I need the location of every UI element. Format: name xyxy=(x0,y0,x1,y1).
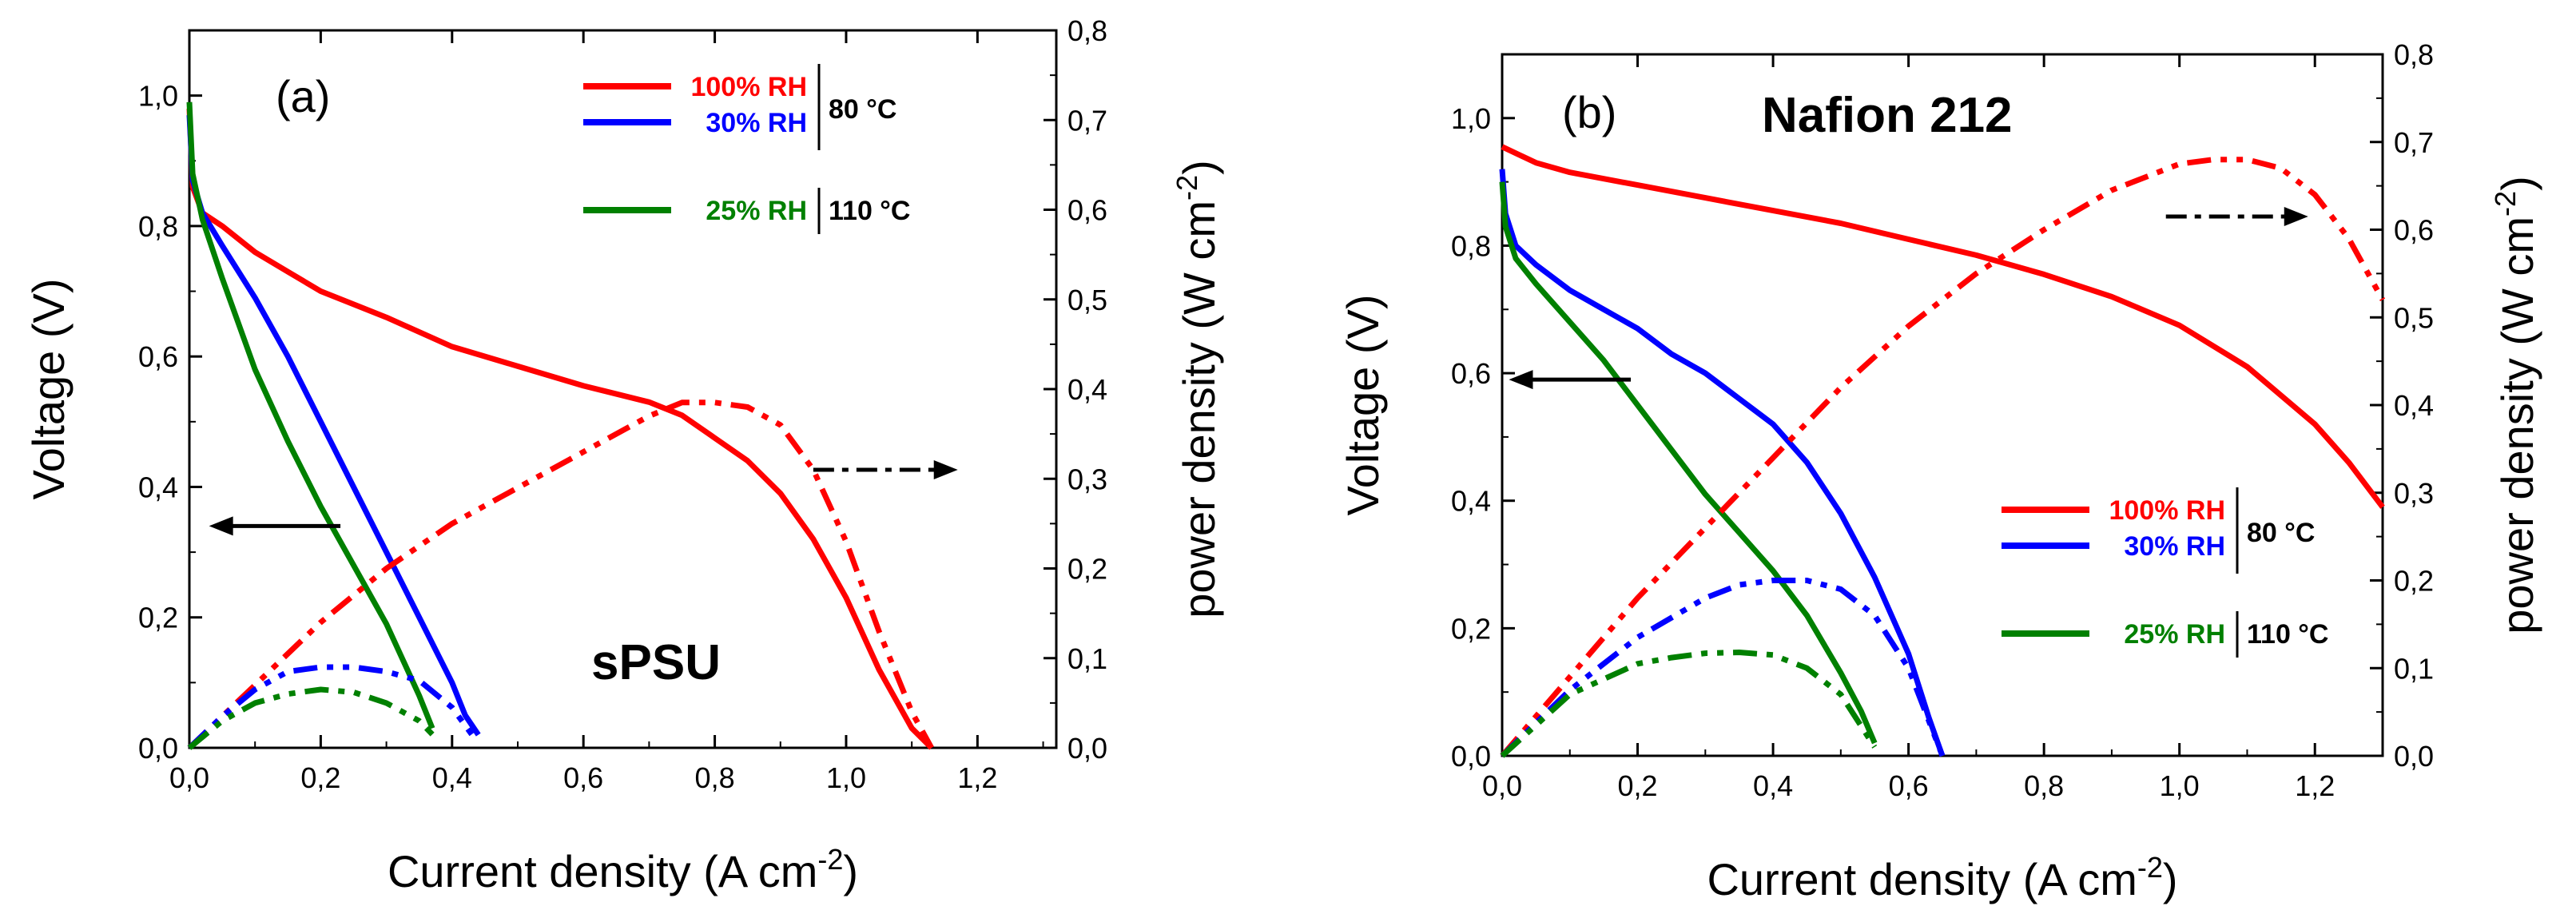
x-tick-label: 0,6 xyxy=(563,761,603,794)
y2-axis-label: power density (W cm-2) xyxy=(1171,160,1224,618)
legend-label: 25% RH xyxy=(2124,619,2225,650)
x-tick-label: 1,2 xyxy=(2295,769,2335,802)
legend-group-label: 80 °C xyxy=(2247,518,2315,548)
y-tick-label: 0,2 xyxy=(1451,612,1491,645)
y-axis-label: Voltage (V) xyxy=(1338,294,1388,515)
panel-label: (b) xyxy=(1562,87,1616,137)
power-curve-25rh xyxy=(1500,650,1878,758)
x-axis-label: Current density (A cm-2) xyxy=(388,843,858,896)
y2-tick-label: 0,7 xyxy=(2394,126,2434,159)
x-tick-label: 1,2 xyxy=(957,761,997,794)
x-tick-label: 1,0 xyxy=(2160,769,2200,802)
y2-tick-label: 0,6 xyxy=(1067,194,1107,227)
x-tick-label: 0,4 xyxy=(1753,769,1793,802)
voltage-curve-25rh xyxy=(186,101,435,729)
y2-tick-label: 0,4 xyxy=(1067,373,1107,406)
x-tick-label: 0,8 xyxy=(695,761,735,794)
y2-axis-label-text: power density (W cm xyxy=(2492,217,2542,634)
y-tick-label: 0,0 xyxy=(138,732,178,765)
y-tick-label: 0,0 xyxy=(1451,740,1491,773)
y2-tick-label: 0,5 xyxy=(2394,301,2434,334)
y2-axis-label-end: ) xyxy=(1174,160,1224,175)
legend-group-label: 110 °C xyxy=(829,196,910,226)
y-tick-label: 0,8 xyxy=(138,210,178,243)
y2-axis-label-end: ) xyxy=(2492,176,2542,191)
y2-tick-label: 0,7 xyxy=(1067,104,1107,137)
x-tick-label: 0,2 xyxy=(300,761,340,794)
y2-tick-label: 0,8 xyxy=(2394,38,2434,71)
voltage-curve-25rh xyxy=(1499,181,1878,745)
y2-tick-label: 0,0 xyxy=(2394,740,2434,773)
x-axis-label-text: Current density (A cm xyxy=(388,846,817,896)
legend-label: 30% RH xyxy=(2124,531,2225,562)
y-tick-label: 0,6 xyxy=(138,340,178,373)
voltage-curve-30rh xyxy=(1499,169,1946,757)
power-curve-25rh xyxy=(187,686,435,750)
x-tick-label: 0,8 xyxy=(2024,769,2064,802)
y-tick-label: 0,2 xyxy=(138,602,178,634)
panel-label: (a) xyxy=(276,71,330,121)
y2-axis-label: power density (W cm-2) xyxy=(2489,176,2542,634)
x-tick-label: 0,4 xyxy=(432,761,472,794)
power-curve-30rh xyxy=(1500,578,1946,758)
x-tick-label: 0,0 xyxy=(1482,769,1522,802)
y2-axis-label-sup: -2 xyxy=(2489,191,2522,217)
y-tick-label: 0,6 xyxy=(1451,357,1491,390)
arrow-left-head xyxy=(1509,370,1533,390)
y-tick-label: 0,8 xyxy=(1451,229,1491,262)
x-axis-label-sup: -2 xyxy=(817,843,843,876)
x-tick-label: 1,0 xyxy=(826,761,866,794)
x-axis-label-end: ) xyxy=(843,846,858,896)
panel-annotation: sPSU xyxy=(591,635,721,690)
legend-label: 25% RH xyxy=(706,196,807,226)
x-tick-label: 0,6 xyxy=(1889,769,1929,802)
y2-tick-label: 0,1 xyxy=(2394,652,2434,685)
voltage-curve-30rh xyxy=(186,114,481,737)
y2-tick-label: 0,2 xyxy=(2394,565,2434,598)
legend-label: 100% RH xyxy=(2109,495,2225,526)
arrow-right-head xyxy=(2284,207,2308,227)
power-curve-100rh xyxy=(187,399,934,750)
power-curve-100rh xyxy=(1500,157,2386,758)
legend-group-label: 110 °C xyxy=(2247,619,2328,650)
panel-title: Nafion 212 xyxy=(1762,88,2013,143)
x-tick-label: 0,2 xyxy=(1618,769,1658,802)
legend-label: 30% RH xyxy=(706,108,807,138)
arrow-right-head xyxy=(933,460,958,480)
power-curve-30rh xyxy=(187,664,475,750)
y2-tick-label: 0,2 xyxy=(1067,553,1107,586)
y-tick-label: 0,4 xyxy=(138,471,178,503)
panel-a: 0,0 0,2 0,4 0,6 0,8 1,0 1,2 0,0 0,2 0,4 0,6 0,8 1,0 0… xyxy=(23,14,1224,896)
legend-label: 100% RH xyxy=(690,72,807,102)
y-axis-label: Voltage (V) xyxy=(23,278,74,499)
x-axis-label-text: Current density (A cm xyxy=(1707,854,2137,904)
y2-axis-label-text: power density (W cm xyxy=(1174,201,1224,618)
y2-tick-label: 0,8 xyxy=(1067,14,1107,47)
x-axis-label-end: ) xyxy=(2163,854,2178,904)
y-tick-label: 1,0 xyxy=(1451,102,1491,135)
y2-tick-label: 0,1 xyxy=(1067,642,1107,675)
x-axis-label-sup: -2 xyxy=(2137,851,2163,884)
y2-tick-label: 0,3 xyxy=(1067,463,1107,495)
panel-b: 0,0 0,2 0,4 0,6 0,8 1,0 1,2 0,0 0,2 0,4 0,6 0,8 1,0 0… xyxy=(1338,38,2542,904)
y-tick-label: 1,0 xyxy=(138,80,178,113)
x-tick-label: 0,0 xyxy=(169,761,209,794)
y2-tick-label: 0,4 xyxy=(2394,389,2434,422)
x-axis-label: Current density (A cm-2) xyxy=(1707,851,2177,904)
legend-group-label: 80 °C xyxy=(829,94,896,125)
y2-tick-label: 0,3 xyxy=(2394,477,2434,510)
y2-tick-label: 0,5 xyxy=(1067,284,1107,316)
voltage-curve-100rh xyxy=(186,108,934,750)
arrow-left-head xyxy=(209,516,233,536)
y2-axis-label-sup: -2 xyxy=(1171,175,1203,201)
y2-tick-label: 0,6 xyxy=(2394,214,2434,247)
y2-tick-label: 0,0 xyxy=(1067,732,1107,765)
y-tick-label: 0,4 xyxy=(1451,485,1491,518)
voltage-curve-100rh xyxy=(1501,144,2385,509)
